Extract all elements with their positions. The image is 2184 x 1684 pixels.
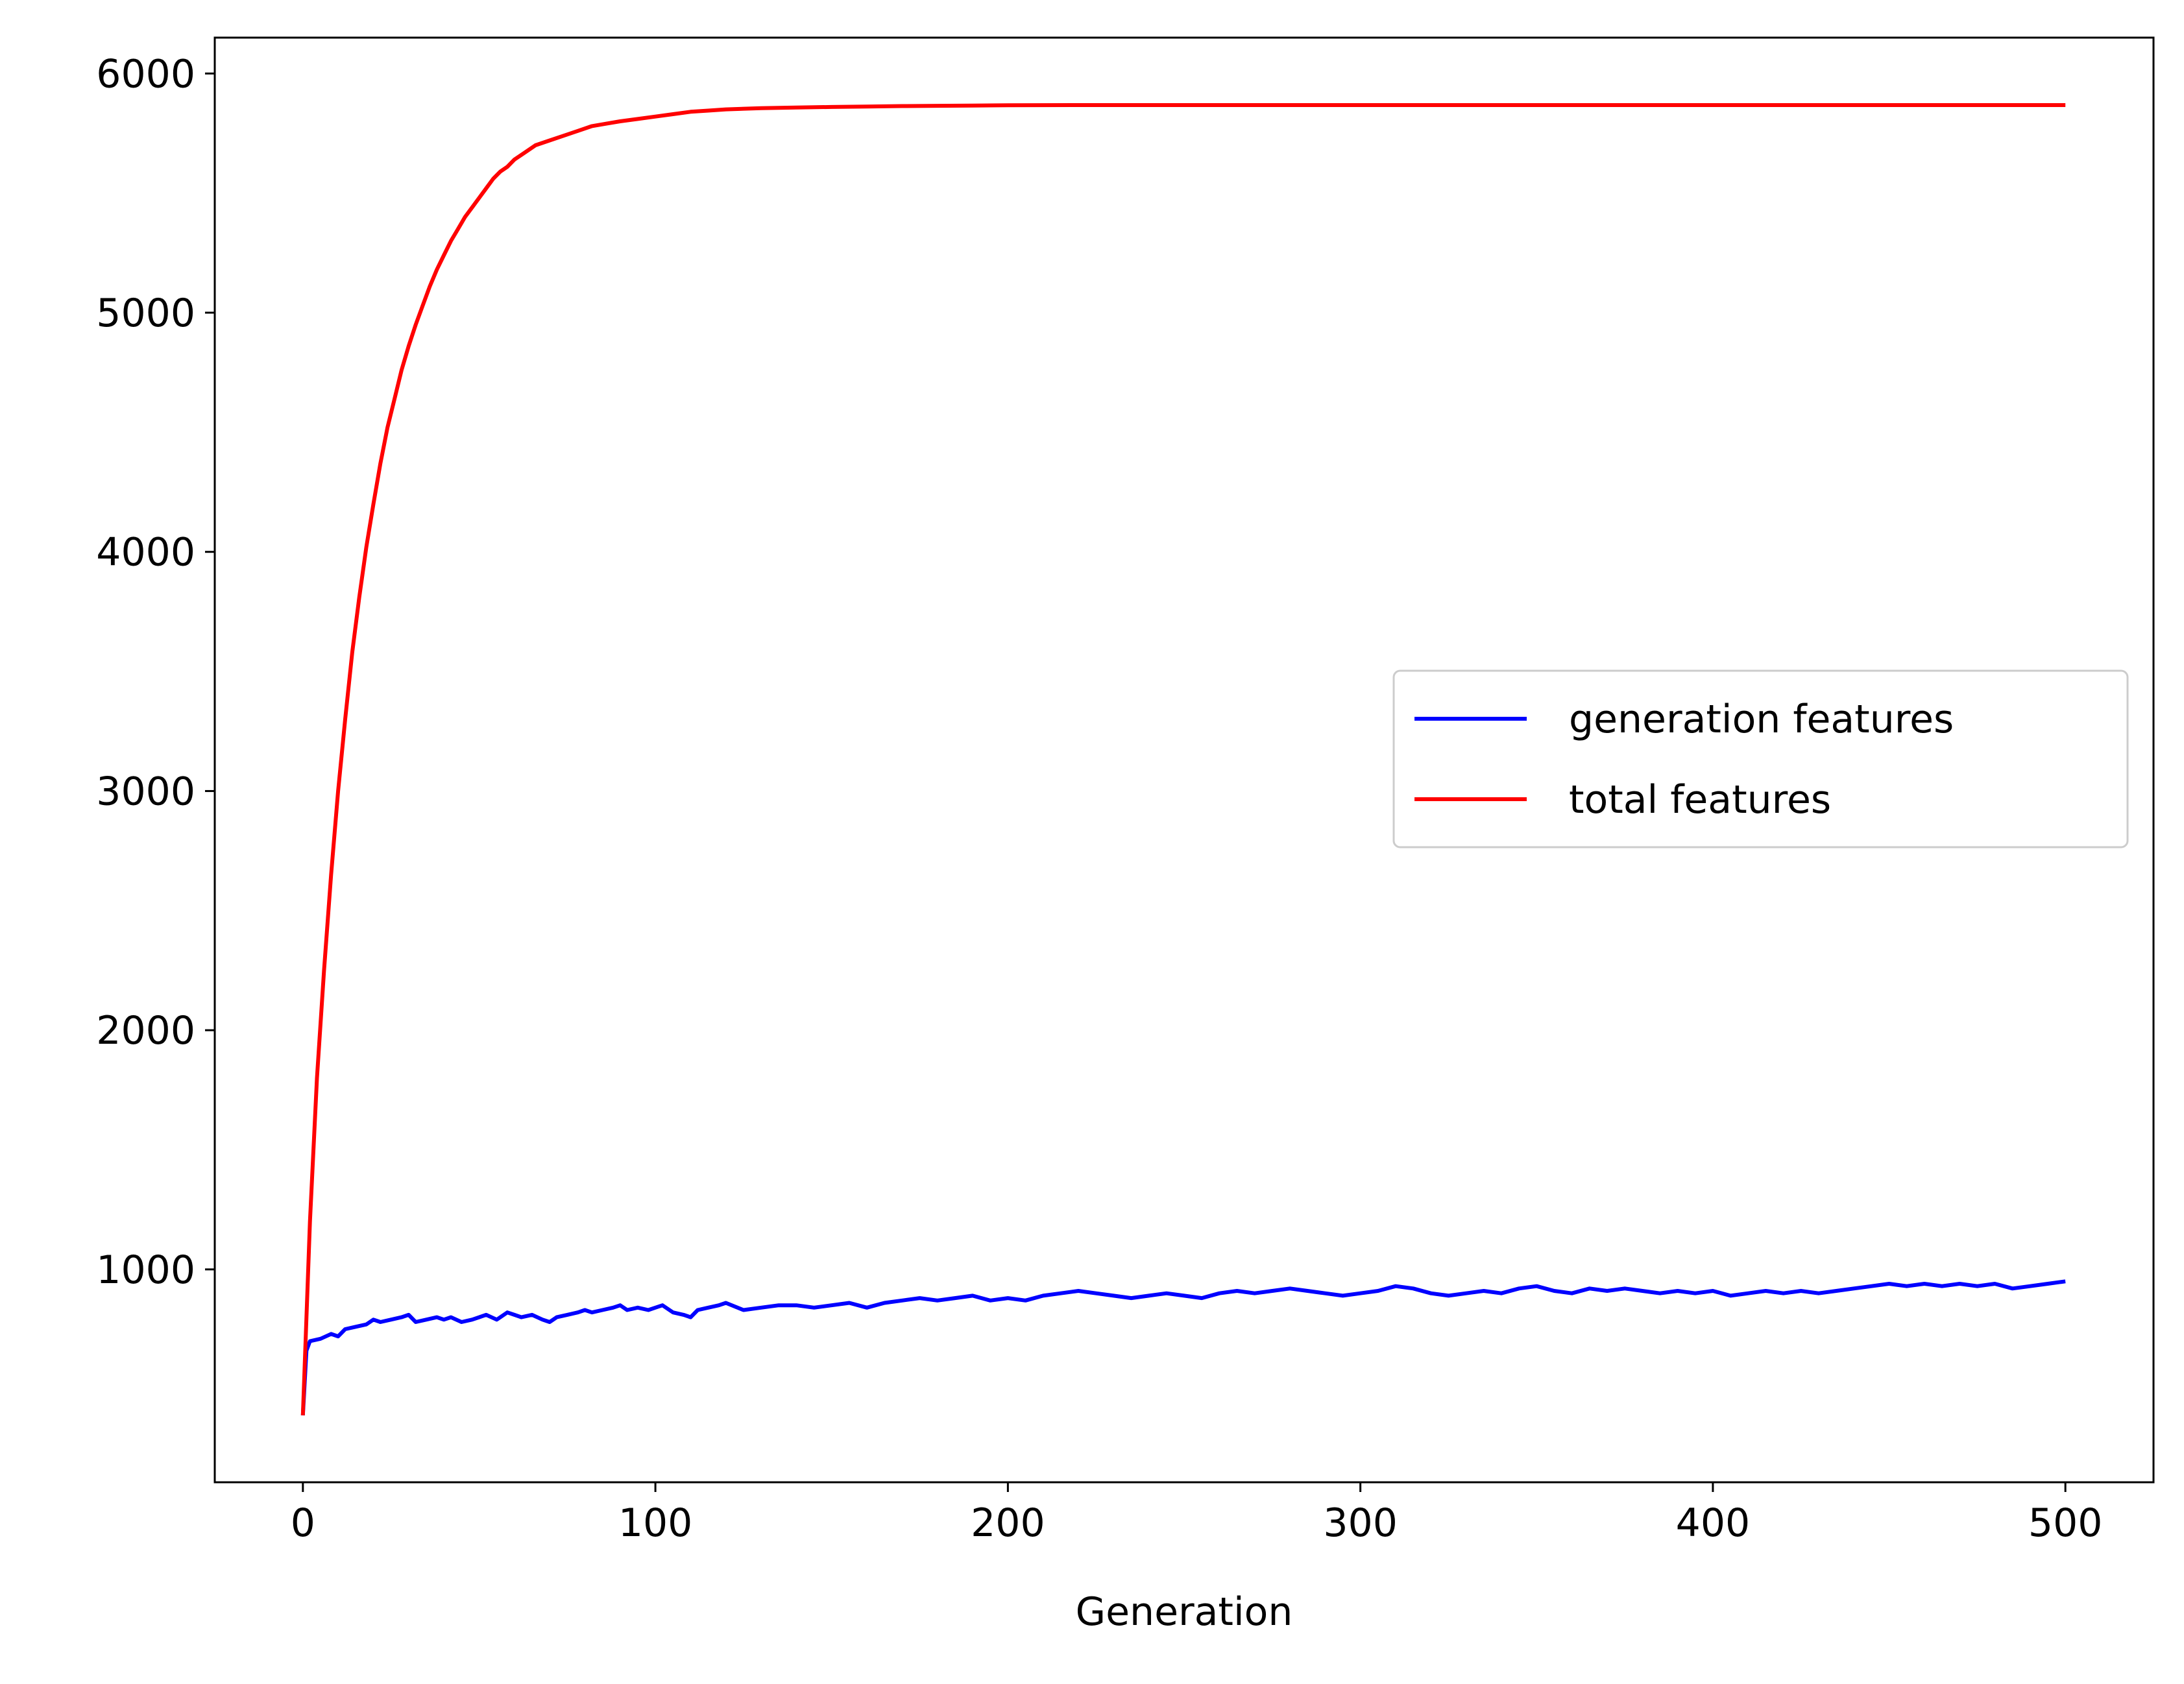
x-tick-label: 500 [2028,1500,2103,1546]
legend: generation features total features [1392,669,2129,848]
y-tick-label: 2000 [96,1008,195,1053]
series-line-generation-features [300,1279,2066,1415]
legend-box [1392,669,2129,848]
legend-label-generation-features: generation features [1569,697,1954,742]
y-tick-label: 5000 [96,291,195,336]
x-tick-label: 400 [1676,1500,1751,1546]
x-tick-label: 300 [1323,1500,1398,1546]
legend-label-total-features: total features [1569,777,1831,823]
x-tick-label: 0 [291,1500,315,1546]
y-tick-label: 1000 [96,1247,195,1293]
y-tick-label: 3000 [96,769,195,814]
plot-frame [213,36,2155,1484]
x-tick-label: 200 [971,1500,1045,1546]
x-tick-label: 100 [618,1500,693,1546]
series-layer [300,103,2066,1415]
ticks-layer: 0 100 200 300 400 500 1000 2000 3000 4000 5000 6000 [96,51,2102,1546]
y-tick-label: 4000 [96,530,195,575]
x-axis-label: Generation [1076,1589,1293,1635]
series-line-total-features [300,103,2066,1415]
y-tick-label: 6000 [96,51,195,97]
